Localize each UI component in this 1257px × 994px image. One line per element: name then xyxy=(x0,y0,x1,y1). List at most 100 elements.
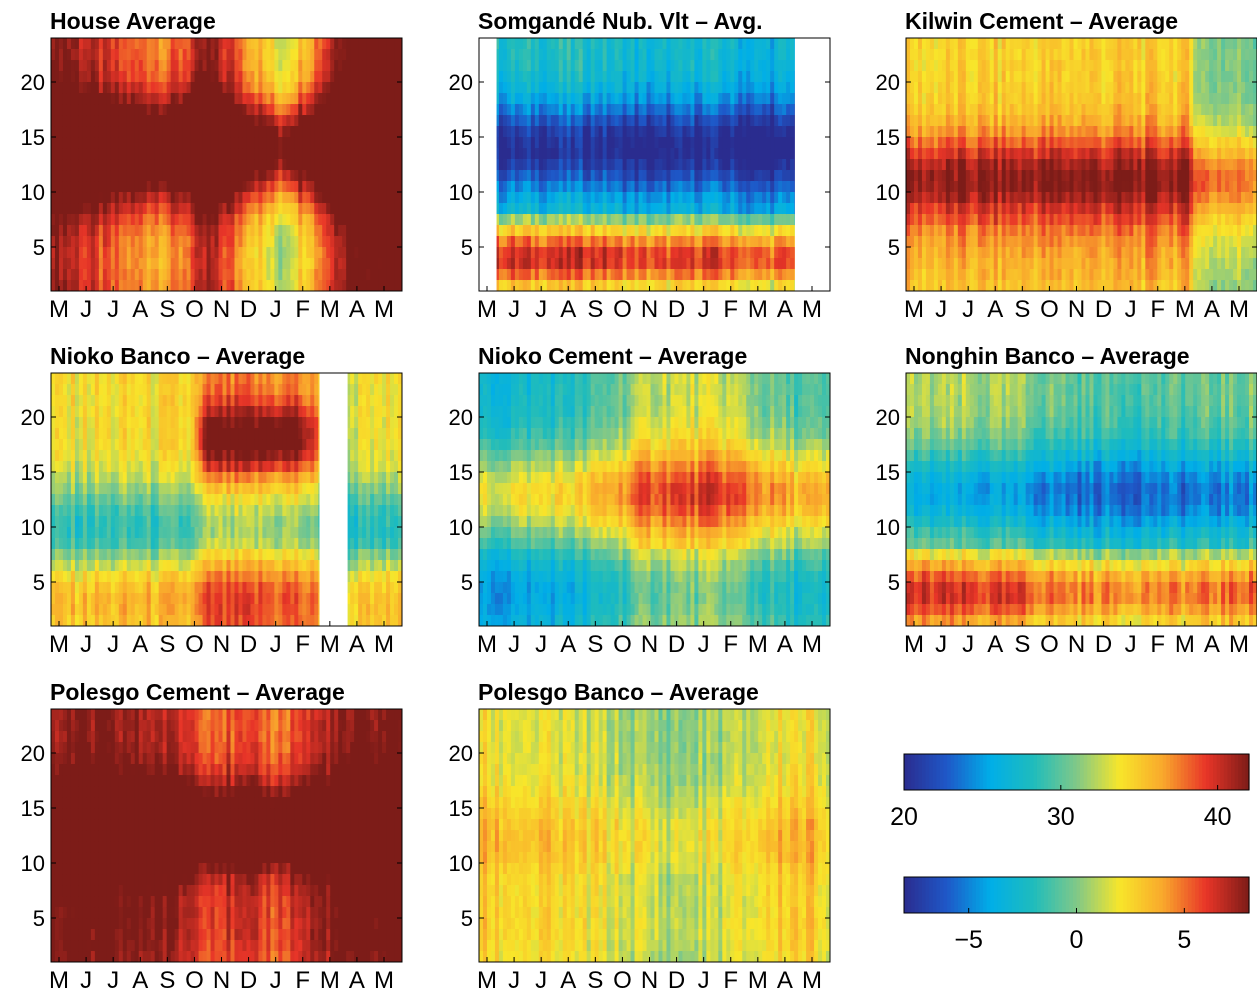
heatmap-cell xyxy=(774,49,779,61)
heatmap-cell xyxy=(110,181,116,193)
heatmap-cell xyxy=(202,148,208,160)
heatmap-cell xyxy=(222,214,228,226)
heatmap-cell xyxy=(921,115,927,127)
heatmap-cell xyxy=(1001,93,1007,105)
heatmap-cell xyxy=(514,192,520,204)
heatmap-cell xyxy=(266,93,271,105)
heatmap-cell xyxy=(710,38,715,50)
heatmap-cell xyxy=(730,49,735,61)
heatmap-cell xyxy=(498,203,504,215)
heatmap-cell xyxy=(142,137,148,149)
heatmap-cell xyxy=(582,236,588,248)
heatmap-cell xyxy=(274,192,279,204)
heatmap-cell xyxy=(106,170,112,182)
heatmap-cell xyxy=(1025,214,1031,226)
heatmap-cell xyxy=(538,225,544,237)
heatmap-cell xyxy=(786,137,791,149)
heatmap-cell xyxy=(330,148,335,160)
heatmap-cell xyxy=(714,137,719,149)
heatmap-cell xyxy=(54,247,60,259)
heatmap-cell xyxy=(754,49,759,61)
heatmap-cell xyxy=(234,49,240,61)
heatmap-cell xyxy=(782,60,787,72)
heatmap-cell xyxy=(114,225,120,237)
heatmap-cell xyxy=(514,148,520,160)
heatmap-cell xyxy=(378,269,383,281)
heatmap-cell xyxy=(58,38,64,50)
heatmap-cell xyxy=(630,137,636,149)
heatmap-cell xyxy=(766,115,771,127)
heatmap-cell xyxy=(550,60,556,72)
heatmap-cell xyxy=(933,137,939,149)
heatmap-cell xyxy=(1037,104,1043,116)
heatmap-cell xyxy=(146,93,152,105)
heatmap-cell xyxy=(758,71,763,83)
heatmap-cell xyxy=(358,104,363,116)
heatmap-cell xyxy=(578,170,584,182)
heatmap-cell xyxy=(694,181,699,193)
heatmap-cell xyxy=(726,93,731,105)
heatmap-cell xyxy=(194,49,200,61)
heatmap-cell xyxy=(134,104,140,116)
heatmap-cell xyxy=(66,126,72,138)
heatmap-cell xyxy=(618,148,624,160)
heatmap-cell xyxy=(286,203,291,215)
heatmap-cell xyxy=(969,159,975,171)
heatmap-cell xyxy=(937,170,943,182)
heatmap-cell xyxy=(342,269,347,281)
heatmap-cell xyxy=(941,236,947,248)
heatmap-cell xyxy=(202,170,208,182)
heatmap-cell xyxy=(570,93,576,105)
heatmap-cell xyxy=(770,225,775,237)
heatmap-cell xyxy=(126,247,132,259)
heatmap-cell xyxy=(782,93,787,105)
heatmap-cell xyxy=(250,236,256,248)
heatmap-cell xyxy=(158,148,164,160)
heatmap-cell xyxy=(574,82,580,94)
heatmap-cell xyxy=(290,104,295,116)
heatmap-cell xyxy=(62,137,68,149)
heatmap-cell xyxy=(230,159,236,171)
heatmap-cell xyxy=(158,258,164,270)
heatmap-cell xyxy=(634,159,640,171)
heatmap-cell xyxy=(390,60,395,72)
heatmap-cell xyxy=(522,93,528,105)
heatmap-cell xyxy=(726,203,731,215)
heatmap-cell xyxy=(742,71,747,83)
heatmap-cell xyxy=(154,170,160,182)
heatmap-cell xyxy=(394,82,399,94)
heatmap-cell xyxy=(366,38,371,50)
heatmap-cell xyxy=(218,148,224,160)
heatmap-cell xyxy=(906,192,911,204)
heatmap-cell xyxy=(997,280,1003,291)
heatmap-cell xyxy=(582,93,588,105)
heatmap-cell xyxy=(566,159,572,171)
heatmap-cell xyxy=(174,236,180,248)
heatmap-cell xyxy=(937,38,943,50)
heatmap-cell xyxy=(114,280,120,291)
heatmap-cell xyxy=(98,104,104,116)
heatmap-cell xyxy=(170,49,176,61)
heatmap-cell xyxy=(146,82,152,94)
heatmap-cell xyxy=(238,159,244,171)
heatmap-cell xyxy=(598,93,604,105)
heatmap-cell xyxy=(953,225,959,237)
heatmap-cell xyxy=(226,60,232,72)
heatmap-cell xyxy=(242,258,248,270)
heatmap-cell xyxy=(226,38,232,50)
heatmap-cell xyxy=(658,258,664,270)
heatmap-cell xyxy=(150,258,156,270)
heatmap-cell xyxy=(230,247,236,259)
heatmap-cell xyxy=(51,247,56,259)
heatmap-cell xyxy=(977,38,983,50)
heatmap-cell xyxy=(270,236,275,248)
heatmap-cell xyxy=(686,71,691,83)
heatmap-cell xyxy=(182,192,188,204)
heatmap-cell xyxy=(989,225,995,237)
heatmap-cell xyxy=(374,225,379,237)
heatmap-cell xyxy=(634,93,640,105)
heatmap-cell xyxy=(546,236,552,248)
heatmap-cell xyxy=(298,137,303,149)
heatmap-cell xyxy=(506,225,512,237)
